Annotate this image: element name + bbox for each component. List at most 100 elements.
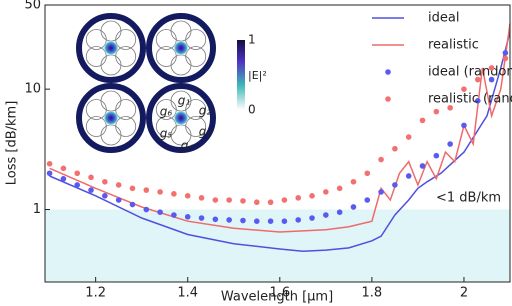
- dot: [157, 189, 163, 195]
- dot: [157, 209, 163, 216]
- dot: [184, 214, 191, 220]
- dot: [240, 198, 246, 204]
- dot: [419, 163, 426, 169]
- dot: [281, 197, 288, 203]
- dot: [392, 145, 398, 152]
- x-axis-label: Wavelength [μm]: [221, 290, 333, 305]
- dot: [226, 197, 232, 203]
- dot: [502, 50, 509, 56]
- colorbar-tick-label: 1: [248, 33, 256, 47]
- mode: [103, 40, 119, 56]
- dot: [419, 117, 426, 124]
- dot: [115, 197, 122, 203]
- core-label: g₆: [160, 105, 173, 119]
- dot: [323, 189, 329, 195]
- dot: [392, 182, 398, 188]
- y-tick-label: 10: [24, 82, 41, 97]
- dot: [198, 215, 205, 221]
- dot: [405, 173, 412, 179]
- legend-label: realistic (random): [428, 92, 512, 107]
- legend-label: ideal: [428, 11, 459, 26]
- dot: [102, 178, 108, 185]
- legend-label: realistic: [428, 38, 479, 53]
- dot: [336, 209, 343, 216]
- mode: [103, 110, 119, 126]
- dot: [46, 170, 53, 177]
- dot: [350, 178, 357, 185]
- dot: [281, 218, 288, 224]
- capillary: [115, 99, 137, 120]
- dot: [378, 156, 384, 163]
- capillary: [85, 116, 107, 137]
- dot: [474, 98, 481, 104]
- x-tick-label: 1.6: [269, 286, 290, 301]
- dot: [143, 206, 150, 213]
- dot: [405, 134, 412, 140]
- x-tick-label: 1.8: [362, 286, 383, 301]
- dot: [240, 217, 246, 224]
- dot: [171, 191, 177, 197]
- dot: [88, 174, 94, 181]
- colorbar-label: |E|²: [248, 69, 267, 82]
- dot: [184, 193, 191, 199]
- dot: [433, 108, 440, 115]
- inset: g₁ g₂ g₃ g₄ g₅ g₆ 0 1 |E|²: [76, 13, 267, 153]
- dot: [212, 216, 219, 223]
- dot: [74, 170, 81, 177]
- mode: [173, 40, 189, 56]
- line: [49, 23, 511, 233]
- dot: [461, 86, 467, 92]
- dot: [447, 141, 453, 147]
- x-tick-label: 1.2: [85, 286, 106, 301]
- dot: [226, 217, 232, 223]
- capillary: [115, 29, 137, 50]
- capillary: [155, 116, 177, 137]
- dot: [129, 201, 136, 208]
- dot: [488, 76, 495, 83]
- dot: [115, 182, 122, 188]
- annotation: <1 dB/km: [436, 191, 501, 206]
- dot: [309, 193, 315, 199]
- capillary: [185, 99, 207, 120]
- plot-area: <1 dB/km1.2 1.4 1.6 1.8 211050idealrealistic…: [24, 0, 512, 301]
- dot: [295, 195, 302, 201]
- core-label: g₂: [199, 104, 212, 118]
- dot: [171, 212, 177, 218]
- core-label: g₃: [199, 125, 212, 139]
- capillary: [155, 46, 177, 67]
- dot: [364, 197, 371, 203]
- dot: [309, 215, 315, 221]
- dot: [433, 152, 440, 159]
- threshold-region: [45, 209, 510, 282]
- y-axis-label: Loss [dB/km]: [5, 101, 20, 186]
- dot: [143, 187, 150, 193]
- legend-dot: [385, 96, 391, 102]
- legend-dot: [385, 69, 391, 75]
- dot: [212, 197, 219, 203]
- colorbar-tick-label: 0: [248, 103, 256, 117]
- mode: [173, 110, 189, 126]
- line: [49, 31, 511, 253]
- dot: [378, 189, 384, 195]
- dot: [253, 199, 260, 206]
- dot: [253, 218, 260, 224]
- dot: [129, 185, 136, 192]
- y-tick-label: 50: [24, 0, 41, 13]
- dot: [267, 218, 274, 224]
- dot: [447, 104, 453, 111]
- x-tick-label: 2: [460, 286, 468, 301]
- dot: [60, 165, 67, 172]
- dot: [60, 175, 67, 182]
- y-tick-label: 1: [33, 202, 41, 217]
- dot: [350, 204, 357, 210]
- dot: [102, 193, 108, 199]
- dot: [488, 65, 495, 71]
- core-label: g₅: [160, 127, 173, 141]
- core-label: g₄: [181, 139, 194, 153]
- dot: [46, 160, 53, 167]
- dot: [336, 185, 343, 192]
- dot: [295, 217, 302, 223]
- legend-label: ideal (random): [428, 65, 512, 80]
- x-tick-label: 1.4: [177, 286, 198, 301]
